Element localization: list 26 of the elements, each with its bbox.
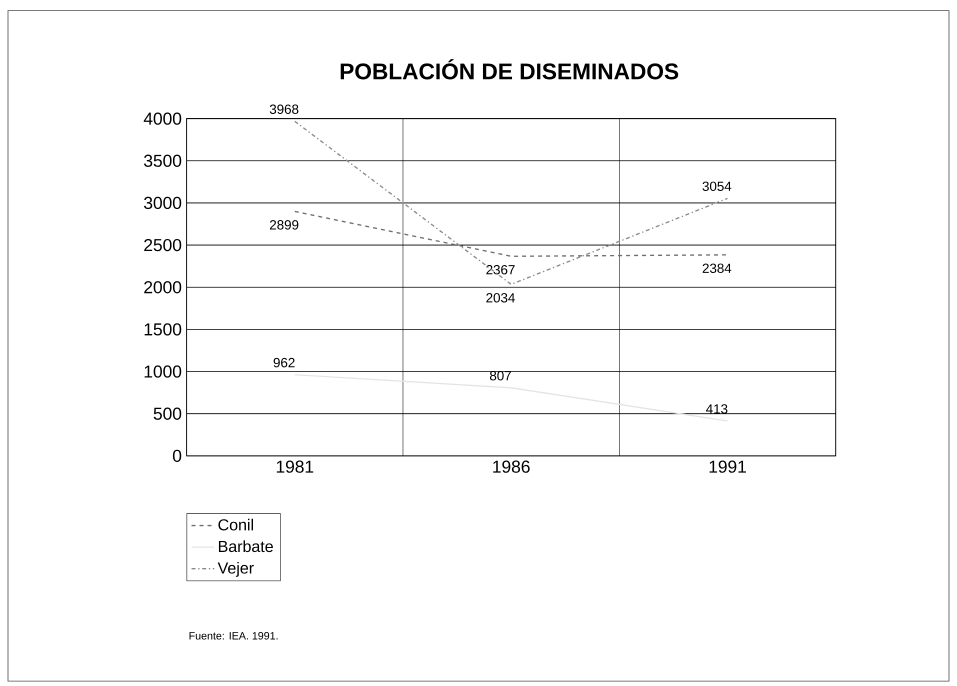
legend-label: Conil [218,518,253,530]
data-label: 807 [490,370,511,380]
source-note: Fuente: IEA. 1991. [190,632,278,640]
data-label: 2384 [702,263,732,273]
x-tick-label: 1981 [276,460,314,473]
legend-label: Barbate [218,540,273,552]
data-label: 3054 [702,181,732,191]
y-tick-label: 1500 [144,323,182,336]
y-tick-label: 3500 [144,154,182,167]
data-label: 2367 [486,264,515,274]
legend-label: Vejer [218,562,254,577]
chart-title: POBLACIÓN DE DISEMINADOS [340,58,678,80]
y-tick-label: 0 [172,449,182,462]
y-tick-label: 1000 [144,365,182,378]
data-label: 2034 [486,292,515,302]
data-label: 2899 [270,220,298,230]
x-tick-label: 1986 [493,460,530,473]
y-tick-label: 2500 [144,238,182,252]
data-label: 413 [706,404,728,414]
y-tick-label: 4000 [144,112,182,125]
y-tick-label: 500 [154,407,182,420]
y-tick-label: 3000 [144,196,182,209]
data-label: 3968 [270,104,298,114]
y-tick-label: 2000 [144,280,182,294]
data-label: 962 [274,358,295,368]
x-tick-label: 1991 [710,460,746,473]
